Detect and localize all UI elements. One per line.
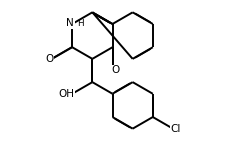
Text: O: O <box>111 66 119 75</box>
Text: O: O <box>45 54 53 64</box>
Text: OH: OH <box>58 89 74 99</box>
Text: H: H <box>77 19 84 28</box>
Text: Cl: Cl <box>171 124 181 134</box>
Text: N: N <box>66 18 74 28</box>
